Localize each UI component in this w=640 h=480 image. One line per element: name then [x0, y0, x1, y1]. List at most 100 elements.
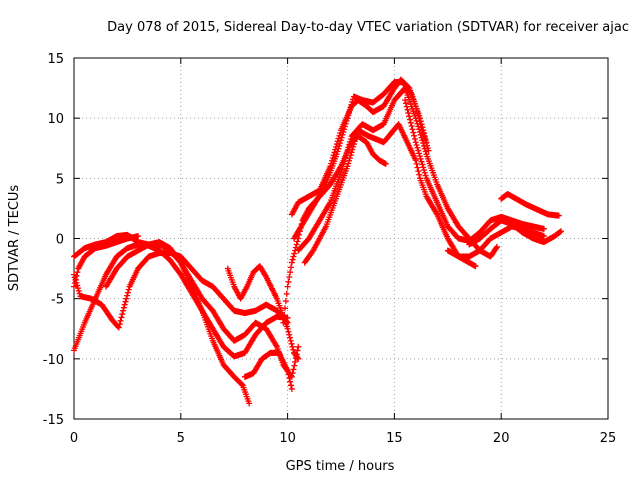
data-point [416, 171, 423, 178]
x-tick-label: 5 [177, 431, 185, 446]
data-point [117, 317, 124, 324]
series-sat-d [71, 249, 291, 331]
data-point [281, 312, 288, 319]
data-point [346, 154, 353, 161]
data-point [286, 331, 293, 338]
data-point [555, 212, 562, 219]
data-point [286, 274, 293, 281]
data-point [282, 305, 289, 312]
data-point [122, 298, 129, 305]
data-point [351, 138, 358, 145]
data-point [493, 245, 500, 252]
series-sat-g [241, 349, 295, 392]
data-point [295, 343, 302, 350]
x-tick-labels: 0 5 10 15 20 25 [70, 431, 616, 446]
data-point [419, 124, 426, 131]
data-point [289, 343, 296, 350]
x-tick-label: 15 [386, 431, 403, 446]
data-point [75, 285, 82, 292]
x-tick-label: 20 [493, 431, 510, 446]
data-point [558, 228, 565, 235]
data-point [338, 169, 344, 176]
data-point [294, 347, 301, 354]
series-sat-j [291, 79, 430, 242]
data-point [287, 378, 294, 385]
data-point [334, 148, 341, 155]
data-point [289, 256, 296, 263]
x-tick-label: 25 [600, 431, 617, 446]
data-point [423, 139, 430, 146]
data-point [284, 367, 291, 374]
data-point [340, 129, 347, 136]
data-point [290, 346, 297, 353]
data-point [410, 129, 417, 136]
data-point [282, 298, 289, 305]
data-point [288, 382, 295, 389]
data-point [288, 264, 295, 271]
data-point [124, 289, 131, 296]
data-point [293, 241, 300, 248]
data-point [338, 166, 345, 173]
data-point [287, 334, 294, 341]
data-point [416, 153, 423, 160]
data-point [294, 354, 301, 361]
data-point [291, 250, 298, 257]
data-point [408, 123, 415, 130]
data-point [336, 142, 343, 149]
data-point [337, 140, 344, 147]
data-point [284, 283, 291, 290]
data-point [348, 101, 355, 108]
data-point [344, 115, 351, 122]
series-sat-c [71, 231, 291, 360]
data-point [418, 158, 425, 165]
data-point [413, 117, 420, 124]
data-point [346, 107, 353, 114]
data-point [342, 120, 349, 127]
x-tick-label: 0 [70, 431, 78, 446]
data-point [288, 385, 295, 392]
data-point [285, 328, 292, 335]
data-point [420, 142, 427, 149]
data-point [420, 164, 427, 171]
data-point [421, 130, 428, 137]
data-point [411, 135, 418, 142]
data-point [415, 147, 422, 154]
data-point [335, 145, 342, 152]
data-point [414, 144, 421, 151]
data-point [287, 337, 294, 344]
data-point [343, 117, 350, 124]
data-point [409, 126, 416, 133]
data-point [348, 149, 355, 156]
data-point [350, 143, 357, 150]
data-point [420, 140, 427, 147]
data-point [118, 314, 125, 321]
series-sat-o [466, 217, 565, 248]
chart-title: Day 078 of 2015, Sidereal Day-to-day VTE… [107, 20, 629, 35]
data-point [407, 116, 414, 123]
data-point [238, 381, 245, 388]
data-point [416, 129, 423, 136]
data-point [73, 279, 80, 286]
y-tick-labels: -15 -10 -5 0 5 10 15 [43, 52, 64, 428]
y-tick-label: -5 [51, 293, 64, 308]
data-point [350, 141, 357, 148]
y-tick-label: 15 [47, 52, 64, 67]
data-point [417, 131, 424, 138]
data-point [74, 282, 81, 289]
data-point [124, 292, 131, 299]
data-point [419, 137, 426, 144]
data-point [120, 307, 127, 314]
data-point [71, 271, 77, 278]
series-sat-l [301, 121, 479, 270]
data-point [341, 126, 348, 133]
data-point [333, 151, 340, 158]
data-point [337, 137, 344, 144]
data-point [295, 355, 302, 362]
data-point [422, 148, 429, 155]
chart-grid [74, 58, 608, 419]
data-point [338, 134, 345, 141]
data-point [415, 123, 422, 130]
data-point [71, 283, 77, 290]
data-point [246, 400, 253, 407]
